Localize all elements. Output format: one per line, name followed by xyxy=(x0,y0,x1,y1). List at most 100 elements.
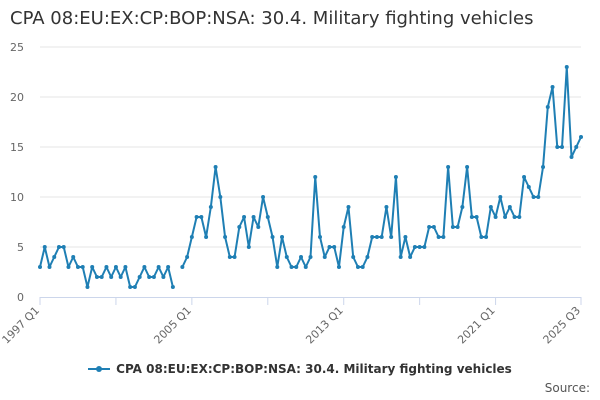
data-point[interactable] xyxy=(526,185,531,189)
data-point[interactable] xyxy=(574,145,579,149)
data-point[interactable] xyxy=(412,245,417,249)
data-point[interactable] xyxy=(242,215,247,219)
data-point[interactable] xyxy=(336,265,341,269)
data-point[interactable] xyxy=(370,235,375,239)
data-point[interactable] xyxy=(132,285,137,289)
data-point[interactable] xyxy=(488,205,493,209)
data-point[interactable] xyxy=(455,225,460,229)
data-point[interactable] xyxy=(327,245,332,249)
data-point[interactable] xyxy=(379,235,384,239)
data-point[interactable] xyxy=(123,265,128,269)
data-point[interactable] xyxy=(507,205,512,209)
legend[interactable]: CPA 08:EU:EX:CP:BOP:NSA: 30.4. Military … xyxy=(0,362,600,376)
data-point[interactable] xyxy=(66,265,71,269)
data-point[interactable] xyxy=(498,195,503,199)
data-point[interactable] xyxy=(422,245,427,249)
data-point[interactable] xyxy=(313,175,318,179)
data-point[interactable] xyxy=(408,255,413,259)
data-point[interactable] xyxy=(522,175,527,179)
data-point[interactable] xyxy=(47,265,52,269)
data-point[interactable] xyxy=(218,195,223,199)
data-point[interactable] xyxy=(208,205,213,209)
data-point[interactable] xyxy=(261,195,266,199)
data-point[interactable] xyxy=(251,215,256,219)
data-point[interactable] xyxy=(85,285,90,289)
data-point[interactable] xyxy=(427,225,432,229)
data-point[interactable] xyxy=(275,265,280,269)
data-point[interactable] xyxy=(227,255,232,259)
source-credit[interactable]: Source: xyxy=(544,381,590,395)
data-point[interactable] xyxy=(393,175,398,179)
data-point[interactable] xyxy=(90,265,95,269)
data-point[interactable] xyxy=(213,165,218,169)
data-point[interactable] xyxy=(579,135,583,139)
data-point[interactable] xyxy=(71,255,76,259)
data-point[interactable] xyxy=(52,255,57,259)
data-point[interactable] xyxy=(94,275,99,279)
data-point[interactable] xyxy=(180,265,185,269)
data-point[interactable] xyxy=(156,265,161,269)
data-point[interactable] xyxy=(237,225,242,229)
data-point[interactable] xyxy=(560,145,565,149)
data-point[interactable] xyxy=(374,235,379,239)
data-point[interactable] xyxy=(75,265,80,269)
data-point[interactable] xyxy=(284,255,289,259)
data-point[interactable] xyxy=(384,205,389,209)
data-point[interactable] xyxy=(223,235,228,239)
data-point[interactable] xyxy=(441,235,446,239)
data-point[interactable] xyxy=(166,265,171,269)
data-point[interactable] xyxy=(541,165,546,169)
data-point[interactable] xyxy=(417,245,422,249)
data-point[interactable] xyxy=(545,105,550,109)
data-point[interactable] xyxy=(564,65,569,69)
data-point[interactable] xyxy=(265,215,270,219)
data-point[interactable] xyxy=(450,225,455,229)
data-point[interactable] xyxy=(199,215,204,219)
data-point[interactable] xyxy=(474,215,479,219)
data-point[interactable] xyxy=(317,235,322,239)
data-point[interactable] xyxy=(446,165,451,169)
data-point[interactable] xyxy=(289,265,294,269)
data-point[interactable] xyxy=(294,265,299,269)
data-point[interactable] xyxy=(280,235,285,239)
data-point[interactable] xyxy=(151,275,156,279)
data-point[interactable] xyxy=(555,145,560,149)
data-point[interactable] xyxy=(531,195,536,199)
data-point[interactable] xyxy=(232,255,237,259)
data-point[interactable] xyxy=(194,215,199,219)
data-point[interactable] xyxy=(332,245,337,249)
data-point[interactable] xyxy=(341,225,346,229)
data-point[interactable] xyxy=(479,235,484,239)
data-point[interactable] xyxy=(484,235,489,239)
data-point[interactable] xyxy=(104,265,109,269)
data-point[interactable] xyxy=(56,245,61,249)
data-point[interactable] xyxy=(517,215,522,219)
data-point[interactable] xyxy=(503,215,508,219)
data-point[interactable] xyxy=(431,225,436,229)
data-point[interactable] xyxy=(161,275,166,279)
data-point[interactable] xyxy=(355,265,360,269)
data-point[interactable] xyxy=(346,205,351,209)
data-point[interactable] xyxy=(137,275,142,279)
data-point[interactable] xyxy=(569,155,574,159)
data-point[interactable] xyxy=(109,275,114,279)
data-point[interactable] xyxy=(299,255,304,259)
data-point[interactable] xyxy=(436,235,441,239)
data-point[interactable] xyxy=(80,265,85,269)
data-point[interactable] xyxy=(303,265,308,269)
data-point[interactable] xyxy=(170,285,175,289)
data-point[interactable] xyxy=(550,85,555,89)
data-point[interactable] xyxy=(61,245,66,249)
data-point[interactable] xyxy=(99,275,104,279)
data-point[interactable] xyxy=(365,255,370,259)
data-point[interactable] xyxy=(308,255,313,259)
data-point[interactable] xyxy=(38,265,42,269)
data-point[interactable] xyxy=(469,215,474,219)
data-point[interactable] xyxy=(398,255,403,259)
data-point[interactable] xyxy=(460,205,465,209)
data-point[interactable] xyxy=(389,235,394,239)
data-point[interactable] xyxy=(536,195,541,199)
data-point[interactable] xyxy=(204,235,209,239)
data-point[interactable] xyxy=(360,265,365,269)
data-point[interactable] xyxy=(351,255,356,259)
